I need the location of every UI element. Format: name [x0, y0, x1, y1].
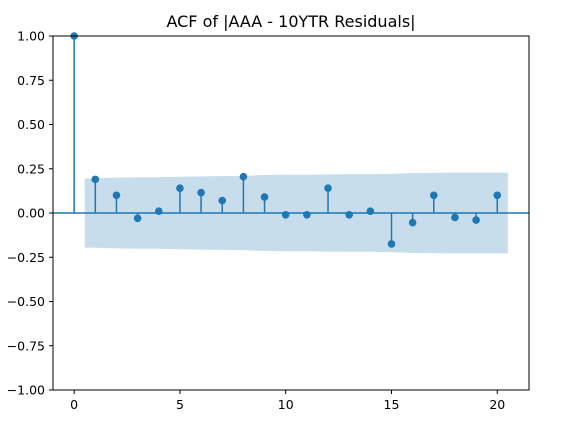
acf-point-1 — [91, 175, 100, 184]
x-tick-label: 0 — [70, 397, 78, 412]
y-axis-ticks: −1.00 −0.75 −0.50 −0.25 0.00 0.25 0.50 0.75 1.00 — [7, 29, 53, 398]
y-tick-label: 0.00 — [17, 206, 45, 221]
y-tick-label: −0.75 — [7, 338, 45, 353]
y-tick-label: 0.25 — [17, 161, 45, 176]
acf-point-14 — [366, 207, 375, 216]
acf-point-18 — [451, 213, 459, 222]
acf-point-2 — [112, 191, 121, 200]
acf-point-4 — [154, 207, 163, 216]
y-tick-label: −1.00 — [7, 383, 45, 398]
acf-point-20 — [493, 191, 502, 200]
acf-point-15 — [387, 240, 396, 248]
x-tick-label: 15 — [384, 397, 400, 412]
acf-point-8 — [239, 172, 248, 181]
x-axis-ticks: 0 5 10 15 20 — [70, 390, 505, 412]
acf-point-6 — [197, 188, 205, 197]
acf-point-11 — [303, 210, 311, 219]
acf-point-17 — [430, 191, 438, 200]
acf-point-13 — [345, 210, 353, 219]
acf-point-19 — [472, 216, 480, 224]
y-tick-label: −0.50 — [7, 294, 45, 309]
plot-area — [53, 32, 529, 254]
x-tick-label: 5 — [176, 397, 184, 412]
markers-layer — [70, 32, 502, 248]
acf-point-7 — [218, 196, 227, 205]
acf-point-5 — [176, 184, 184, 193]
acf-point-9 — [260, 193, 269, 201]
y-tick-label: 0.50 — [17, 117, 45, 132]
y-tick-label: 1.00 — [17, 29, 45, 44]
chart-title: ACF of |AAA - 10YTR Residuals| — [166, 12, 415, 31]
acf-point-12 — [324, 184, 332, 193]
y-tick-label: −0.25 — [7, 250, 45, 265]
acf-point-16 — [408, 218, 417, 227]
x-tick-label: 20 — [489, 397, 505, 412]
acf-point-3 — [133, 214, 142, 223]
y-tick-label: 0.75 — [17, 73, 45, 88]
x-tick-label: 10 — [278, 397, 294, 412]
acf-point-10 — [281, 210, 290, 219]
